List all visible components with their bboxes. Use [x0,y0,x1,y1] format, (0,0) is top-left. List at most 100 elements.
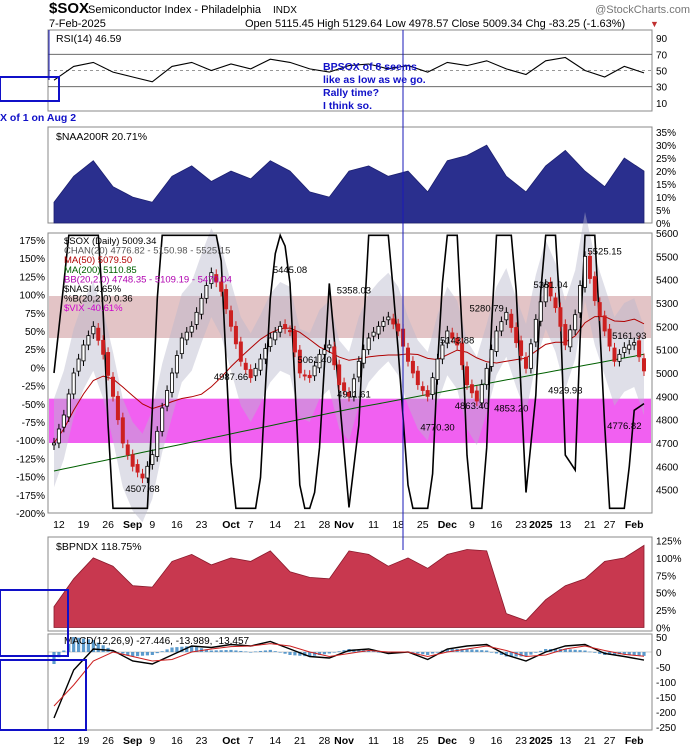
quote-line: Open 5115.45 High 5129.64 Low 4978.57 Cl… [245,18,625,30]
macd-tick: -150 [656,693,676,704]
price-label: 5143.88 [440,335,474,346]
candle-body [356,360,361,378]
candle-body [351,378,356,397]
note-line-3: Rally time? [323,87,379,99]
x-axis-label: 23 [515,519,527,531]
price-panel: 5445.08 5358.03 5381.04 5525.15 5280.79 5143.… [16,212,679,523]
price-label: 5525.15 [587,247,621,258]
macd-histogram-bar [376,652,381,653]
macd-histogram-bar [190,646,194,652]
macd-histogram-bar [485,650,489,652]
x-axis-label: 14 [269,735,281,747]
price-label: 5445.08 [273,265,307,276]
annotation-box-bpndx [0,589,69,657]
price-right-tick: 5300 [656,299,679,310]
macd-histogram-bar [435,652,440,653]
candle-body [332,346,337,366]
x-axis-label: Oct [222,735,240,747]
candle-body [56,428,61,444]
candle-body [494,330,499,352]
candle-body [199,297,204,315]
candle-body [135,464,140,473]
candle-body [592,276,597,302]
macd-histogram-bar [450,649,454,652]
x-axis-label: 27 [604,519,616,531]
x-axis-label: 9 [469,735,475,747]
bpndx-tick: 0% [656,624,671,635]
x-axis-label: 9 [469,519,475,531]
candle-body [283,324,288,330]
macd-histogram-bar [81,638,86,652]
price-label: 5280.79 [469,303,503,314]
candle-body [583,255,588,288]
candle-body [292,330,297,353]
price-left-tick: -50% [22,400,45,411]
price-label: 4507.68 [125,484,159,495]
macd-tick: 50 [656,633,668,644]
macd-histogram-bar [622,652,626,655]
macd-histogram-bar [578,650,582,652]
x-axis-label: 16 [491,519,503,531]
macd-histogram-bar [170,647,174,652]
macd-histogram-bar [470,649,474,652]
macd-histogram-bar [165,649,169,652]
candle-body [543,283,548,303]
candle-body [61,414,66,428]
price-left-tick: -150% [16,473,45,484]
macd-histogram-bar [219,650,223,652]
candle-body [366,337,371,351]
macd-histogram-bar [258,650,263,652]
x-axis-label: 19 [78,519,90,531]
candle-body [224,289,229,310]
symbol-label: $SOX [49,0,89,17]
x-axis-label: 11 [368,735,379,747]
x-axis-label: 9 [149,519,155,531]
macd-histogram-bar [509,652,513,657]
candle-body [268,337,273,348]
macd-tick: -250 [656,723,676,734]
macd-histogram-bar [283,652,287,654]
macd-histogram-bar [150,652,154,655]
candle-body [464,366,469,386]
candle-body [524,356,529,369]
macd-histogram-bar [244,651,248,653]
macd-histogram-bar [72,637,76,652]
candle-body [160,407,165,432]
price-shade-band [49,296,651,338]
candle-body [219,281,224,292]
candle-body [111,376,116,397]
candle-body [278,325,283,333]
price-legend-item: MA(200) 5110.85 [64,265,137,276]
candle-body [101,339,106,355]
macd-histogram-bar [52,652,56,664]
x-axis-label: 18 [392,519,404,531]
candle-body [263,348,268,360]
price-label: 4987.66 [214,372,248,383]
price-label: 4853.20 [494,403,528,414]
rsi-line [53,56,645,83]
x-axis-label: 9 [149,735,155,747]
candle-body [469,384,474,394]
macd-histogram-bar [76,637,81,652]
candle-body [484,367,489,386]
candle-body [632,342,637,346]
macd-histogram-bar [607,652,612,655]
price-legend-item: MA(50) 5079.50 [64,255,132,266]
candle-body [519,340,524,356]
x-axis-label: 27 [604,735,616,747]
x-axis-label: Dec [438,519,457,531]
candle-body [391,318,396,325]
macd-histogram-bar [145,652,150,656]
macd-histogram-bar [416,652,420,654]
macd-histogram-bar [224,650,228,652]
candle-body [396,323,401,332]
candle-body [346,391,351,397]
x-axis-label: 25 [417,735,429,747]
naa-tick: 15% [656,180,676,191]
candle-body [307,374,312,379]
bpndx-tick: 125% [656,536,682,547]
annotation-layer: BPSOX of 8 seems like as low as we go. R… [0,30,426,731]
macd-tick: 0 [656,648,662,659]
rsi-tick: 50 [656,67,668,78]
macd-histogram-bar [253,651,258,653]
